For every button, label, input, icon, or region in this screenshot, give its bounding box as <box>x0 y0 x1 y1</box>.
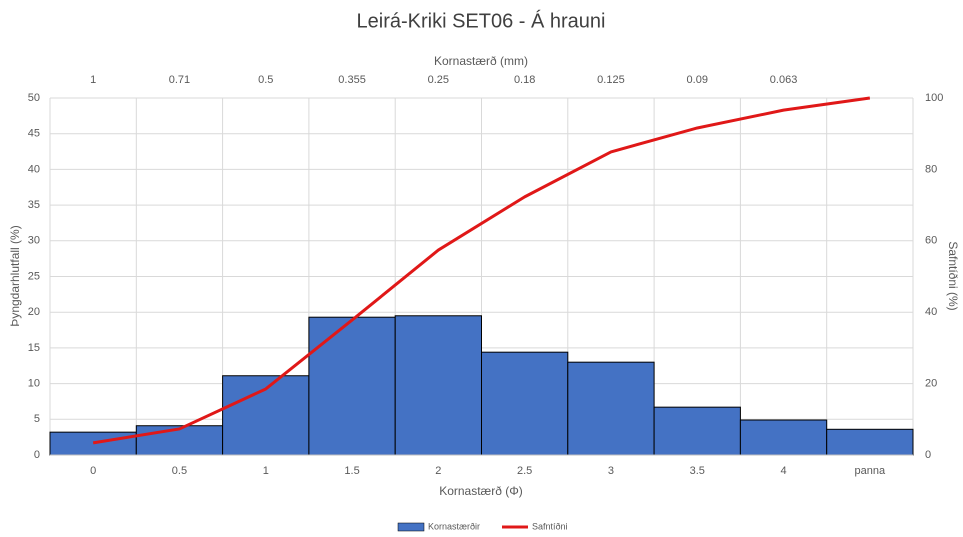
x-tick-label: 0 <box>90 465 96 477</box>
x2-tick-label: 0.71 <box>169 74 190 86</box>
x-tick-label: panna <box>855 465 886 477</box>
y-axis-label: Þyngdarhlutfall (%) <box>8 225 22 326</box>
y2-tick-label: 80 <box>925 163 937 175</box>
x2-tick-label: 0.25 <box>428 74 449 86</box>
y-tick-label: 50 <box>28 92 40 104</box>
bar <box>739 419 828 456</box>
x-tick-label: 0.5 <box>172 465 187 477</box>
legend-swatch <box>397 522 425 532</box>
x2-tick-label: 0.09 <box>687 74 708 86</box>
x2-tick-label: 0.125 <box>597 74 625 86</box>
y-tick-label: 10 <box>28 378 40 390</box>
y-tick-label: 5 <box>34 413 40 425</box>
bar <box>653 406 741 456</box>
y-tick-label: 0 <box>34 449 40 461</box>
bar <box>308 316 396 456</box>
x-tick-label: 2 <box>435 465 441 477</box>
y-tick-label: 45 <box>28 128 40 140</box>
chart-title: Leirá-Kriki SET06 - Á hrauni <box>357 9 606 32</box>
x-tick-label: 3 <box>608 465 614 477</box>
y-tick-label: 25 <box>28 270 40 282</box>
bar <box>394 315 483 456</box>
x2-tick-label: 0.18 <box>514 74 535 86</box>
y2-tick-label: 0 <box>925 449 931 461</box>
y2-tick-label: 60 <box>925 235 937 247</box>
x-tick-label: 1 <box>263 465 269 477</box>
y-tick-label: 15 <box>28 342 40 354</box>
bar <box>567 361 655 456</box>
bar <box>49 431 137 456</box>
x2-tick-label: 0.5 <box>258 74 273 86</box>
y2-tick-label: 40 <box>925 306 937 318</box>
cumulative-line <box>92 96 871 445</box>
y2-tick-label: 100 <box>925 92 943 104</box>
legend-label: Kornastærðir <box>428 521 480 531</box>
x-tick-label: 2.5 <box>517 465 532 477</box>
legend-label: Safntíðni <box>532 521 568 531</box>
x2-axis-label: Kornastærð (mm) <box>434 54 528 68</box>
y-tick-label: 20 <box>28 306 40 318</box>
y2-tick-label: 20 <box>925 378 937 390</box>
y2-axis-label: Safntíðni (%) <box>946 241 960 310</box>
y-tick-label: 40 <box>28 163 40 175</box>
y-tick-label: 35 <box>28 199 40 211</box>
bar <box>826 428 914 456</box>
x-tick-label: 3.5 <box>690 465 705 477</box>
x-tick-label: 4 <box>780 465 786 477</box>
x-axis-label: Kornastærð (Φ) <box>439 484 523 498</box>
y-tick-label: 30 <box>28 235 40 247</box>
x2-tick-label: 1 <box>90 74 96 86</box>
x2-tick-label: 0.063 <box>770 74 798 86</box>
x2-tick-label: 0.355 <box>338 74 366 86</box>
bar <box>481 351 569 456</box>
x-tick-label: 1.5 <box>344 465 359 477</box>
